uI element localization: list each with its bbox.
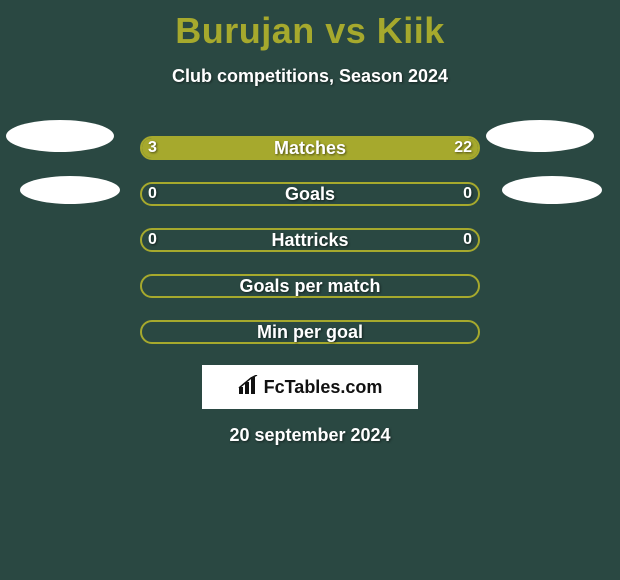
stat-row: Hattricks00 [0, 217, 620, 263]
brand-text: FcTables.com [264, 377, 383, 398]
stat-row: Matches322 [0, 125, 620, 171]
stat-bar-fill-left [142, 138, 202, 158]
stat-bar-fill-right [202, 138, 478, 158]
footer-date: 20 september 2024 [0, 425, 620, 446]
stat-bar-track [140, 274, 480, 298]
page-subtitle: Club competitions, Season 2024 [0, 66, 620, 87]
bar-chart-icon [238, 375, 260, 400]
stat-bar-track [140, 182, 480, 206]
stat-row: Min per goal [0, 309, 620, 355]
comparison-bars: Matches322Goals00Hattricks00Goals per ma… [0, 125, 620, 355]
page-title: Burujan vs Kiik [0, 0, 620, 52]
stat-row: Goals per match [0, 263, 620, 309]
stat-bar-track [140, 320, 480, 344]
brand-badge: FcTables.com [202, 365, 418, 409]
stat-row: Goals00 [0, 171, 620, 217]
stat-bar-track [140, 228, 480, 252]
stat-bar-track [140, 136, 480, 160]
